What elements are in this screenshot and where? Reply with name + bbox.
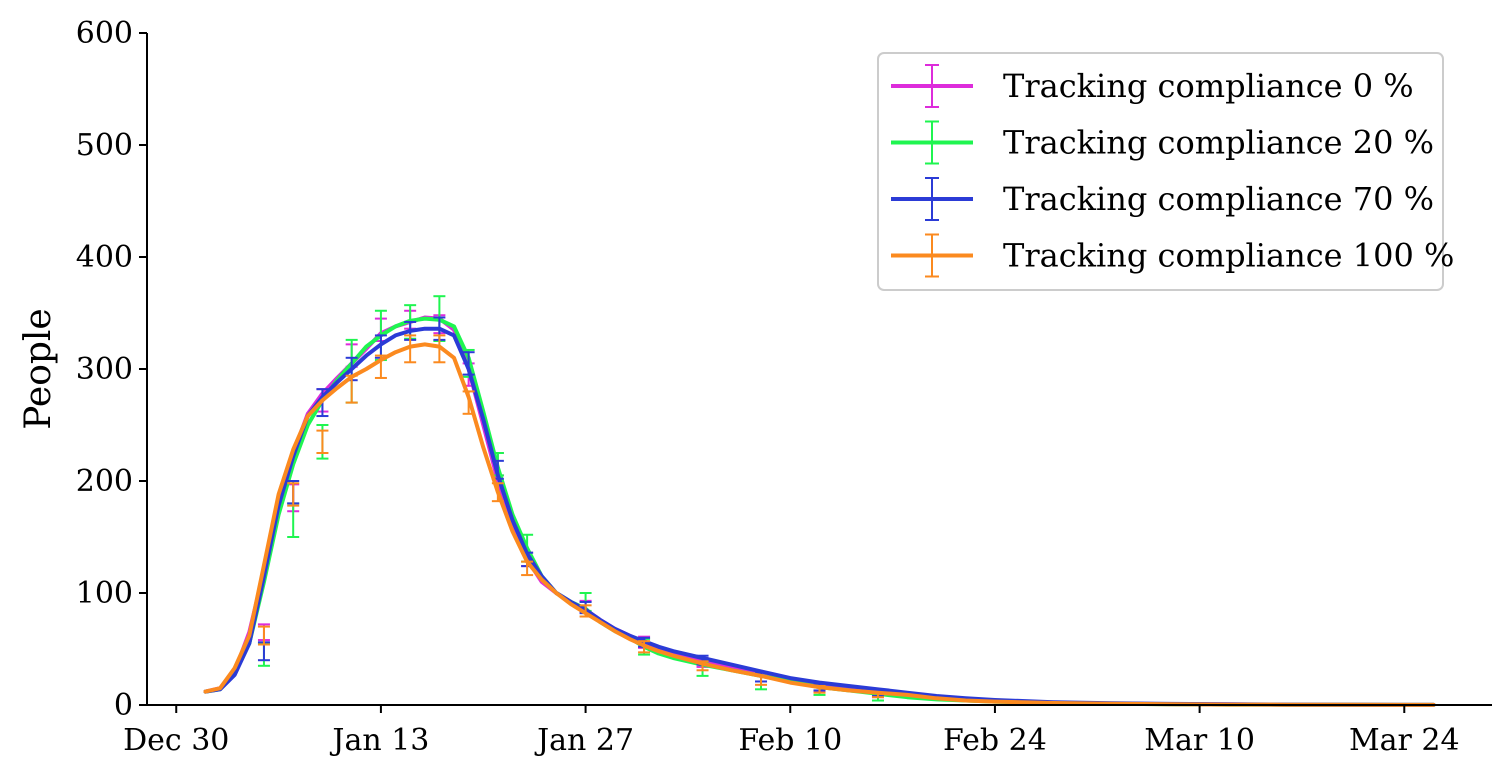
y-tick-label: 100: [76, 576, 133, 611]
legend-label: Tracking compliance 100 %: [1003, 237, 1454, 275]
x-tick-label: Jan 27: [534, 723, 634, 758]
series-2: [203, 316, 1436, 707]
legend-item: Tracking compliance 100 %: [891, 233, 1454, 278]
legend-label: Tracking compliance 20 %: [1003, 124, 1434, 162]
x-tick-label: Dec 30: [123, 723, 229, 758]
legend-item: Tracking compliance 0 %: [891, 64, 1414, 108]
y-tick-label: 500: [76, 128, 133, 163]
series-layer: [203, 295, 1436, 707]
y-tick-label: 300: [76, 352, 133, 387]
x-tick-label: Jan 13: [329, 723, 429, 758]
series-3: [203, 334, 1436, 707]
legend-items: Tracking compliance 0 % Tracking complian…: [891, 64, 1454, 278]
series-line: [203, 326, 1436, 707]
x-tick-label: Feb 10: [738, 723, 842, 758]
legend-item: Tracking compliance 20 %: [891, 120, 1434, 165]
x-ticks: Dec 30 Jan 13 Jan 27 Feb 10 Feb 24 Mar 10 Mar …: [123, 705, 1460, 758]
y-tick-label: 200: [76, 464, 133, 499]
series-0: [203, 309, 1436, 707]
x-tick-label: Feb 24: [943, 723, 1047, 758]
x-tick-label: Mar 24: [1349, 723, 1460, 758]
x-tick-label: Mar 10: [1144, 723, 1255, 758]
y-ticks: 0 100 200 300 400 500 600: [76, 16, 147, 723]
legend-label: Tracking compliance 0 %: [1003, 67, 1414, 105]
legend-item: Tracking compliance 70 %: [891, 177, 1434, 221]
y-axis-label: People: [18, 308, 59, 429]
y-tick-label: 600: [76, 16, 133, 51]
series-line: [203, 342, 1436, 707]
series-line: [203, 315, 1436, 707]
legend-label: Tracking compliance 70 %: [1003, 180, 1434, 218]
legend-box: [877, 52, 1444, 291]
axes: 0 100 200 300 400 500 600 Dec 30 Jan 13 Jan 27 Fe…: [18, 16, 1492, 758]
series-line: [203, 316, 1436, 707]
legend: Tracking compliance 0 % Tracking complian…: [877, 52, 1454, 291]
y-tick-label: 0: [114, 688, 133, 723]
y-tick-label: 400: [76, 240, 133, 275]
